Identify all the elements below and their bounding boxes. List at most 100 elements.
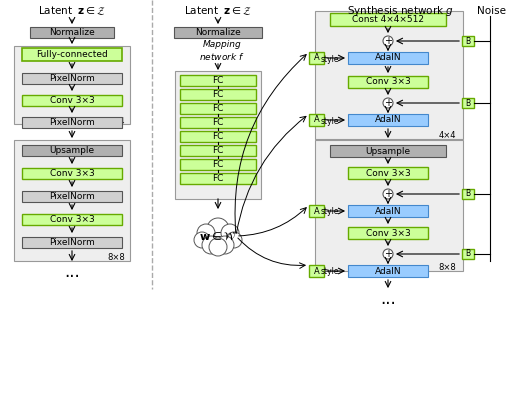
FancyBboxPatch shape [174, 27, 262, 38]
Text: Latent  $\mathbf{z} \in \mathcal{Z}$: Latent $\mathbf{z} \in \mathcal{Z}$ [38, 5, 106, 18]
Circle shape [209, 238, 227, 256]
Text: A: A [314, 266, 319, 276]
Text: FC: FC [212, 160, 224, 169]
FancyBboxPatch shape [180, 89, 256, 100]
FancyBboxPatch shape [14, 140, 130, 261]
Circle shape [383, 189, 393, 199]
Circle shape [216, 236, 234, 254]
FancyBboxPatch shape [309, 265, 324, 277]
Text: $\mathbf{w} \in \mathcal{W}$: $\mathbf{w} \in \mathcal{W}$ [199, 230, 237, 242]
Text: Upsample: Upsample [50, 146, 95, 155]
FancyBboxPatch shape [348, 227, 428, 239]
Text: PixelNorm: PixelNorm [49, 192, 95, 201]
FancyBboxPatch shape [330, 145, 446, 157]
FancyBboxPatch shape [22, 73, 122, 84]
FancyBboxPatch shape [309, 114, 324, 126]
Text: ...: ... [64, 263, 80, 281]
Text: Conv 3×3: Conv 3×3 [50, 169, 94, 178]
Text: PixelNorm: PixelNorm [49, 118, 95, 127]
Text: B: B [465, 36, 471, 46]
Circle shape [383, 98, 393, 108]
FancyBboxPatch shape [180, 117, 256, 128]
FancyBboxPatch shape [348, 52, 428, 64]
Circle shape [197, 224, 215, 242]
FancyBboxPatch shape [180, 145, 256, 156]
Text: Normalize: Normalize [195, 28, 241, 37]
FancyBboxPatch shape [22, 95, 122, 106]
FancyBboxPatch shape [330, 13, 446, 26]
Text: AdaIN: AdaIN [375, 266, 401, 276]
FancyBboxPatch shape [462, 98, 474, 108]
Text: Conv 3×3: Conv 3×3 [50, 96, 94, 105]
FancyBboxPatch shape [175, 71, 261, 199]
FancyBboxPatch shape [462, 189, 474, 199]
Text: style: style [321, 54, 339, 64]
FancyBboxPatch shape [22, 48, 122, 61]
Text: Const 4×4×512: Const 4×4×512 [352, 15, 424, 24]
FancyBboxPatch shape [22, 168, 122, 179]
Text: Latent  $\mathbf{z} \in \mathcal{Z}$: Latent $\mathbf{z} \in \mathcal{Z}$ [184, 5, 252, 18]
Text: Conv 3×3: Conv 3×3 [366, 168, 411, 178]
Text: FC: FC [212, 104, 224, 113]
Circle shape [383, 249, 393, 259]
Text: 8×8: 8×8 [107, 253, 125, 262]
Text: Conv 3×3: Conv 3×3 [366, 78, 411, 86]
FancyBboxPatch shape [315, 140, 463, 271]
FancyBboxPatch shape [180, 103, 256, 114]
Text: 4×4: 4×4 [108, 116, 125, 126]
FancyBboxPatch shape [348, 205, 428, 217]
FancyBboxPatch shape [180, 159, 256, 170]
FancyBboxPatch shape [14, 46, 130, 124]
FancyBboxPatch shape [180, 75, 256, 86]
FancyBboxPatch shape [462, 249, 474, 259]
Circle shape [202, 236, 220, 254]
Text: B: B [465, 249, 471, 259]
FancyBboxPatch shape [22, 214, 122, 225]
Text: Noise: Noise [477, 6, 505, 16]
Text: FC: FC [212, 132, 224, 141]
Text: +: + [384, 189, 392, 199]
Circle shape [221, 224, 239, 242]
FancyBboxPatch shape [30, 27, 114, 38]
FancyBboxPatch shape [180, 131, 256, 142]
Text: FC: FC [212, 76, 224, 85]
Text: Conv 3×3: Conv 3×3 [50, 215, 94, 224]
FancyBboxPatch shape [22, 145, 122, 156]
Text: Fully-connected: Fully-connected [36, 50, 108, 59]
Text: +: + [384, 36, 392, 46]
Text: A: A [314, 54, 319, 62]
FancyBboxPatch shape [22, 191, 122, 202]
Text: AdaIN: AdaIN [375, 54, 401, 62]
Text: FC: FC [212, 90, 224, 99]
Text: Upsample: Upsample [366, 147, 411, 155]
Text: A: A [314, 207, 319, 215]
FancyBboxPatch shape [315, 11, 463, 139]
FancyBboxPatch shape [309, 52, 324, 64]
Text: PixelNorm: PixelNorm [49, 74, 95, 83]
Text: style: style [321, 207, 339, 217]
Text: style: style [321, 116, 339, 126]
Text: PixelNorm: PixelNorm [49, 238, 95, 247]
Text: 8×8: 8×8 [438, 264, 456, 272]
FancyBboxPatch shape [348, 265, 428, 277]
FancyBboxPatch shape [22, 117, 122, 128]
Text: B: B [465, 189, 471, 199]
FancyBboxPatch shape [22, 237, 122, 248]
Text: 4×4: 4×4 [438, 132, 456, 140]
Text: Synthesis network $g$: Synthesis network $g$ [347, 4, 454, 18]
Text: Normalize: Normalize [49, 28, 95, 37]
Text: Conv 3×3: Conv 3×3 [366, 228, 411, 238]
Text: ...: ... [380, 290, 396, 308]
Text: AdaIN: AdaIN [375, 116, 401, 124]
Text: +: + [384, 249, 392, 259]
Text: FC: FC [212, 118, 224, 127]
FancyBboxPatch shape [309, 205, 324, 217]
FancyBboxPatch shape [180, 173, 256, 184]
Text: Mapping
network $f$: Mapping network $f$ [199, 40, 245, 62]
FancyBboxPatch shape [348, 76, 428, 88]
Text: FC: FC [212, 146, 224, 155]
Circle shape [194, 232, 210, 248]
FancyBboxPatch shape [348, 114, 428, 126]
Circle shape [226, 232, 242, 248]
Text: style: style [321, 267, 339, 277]
